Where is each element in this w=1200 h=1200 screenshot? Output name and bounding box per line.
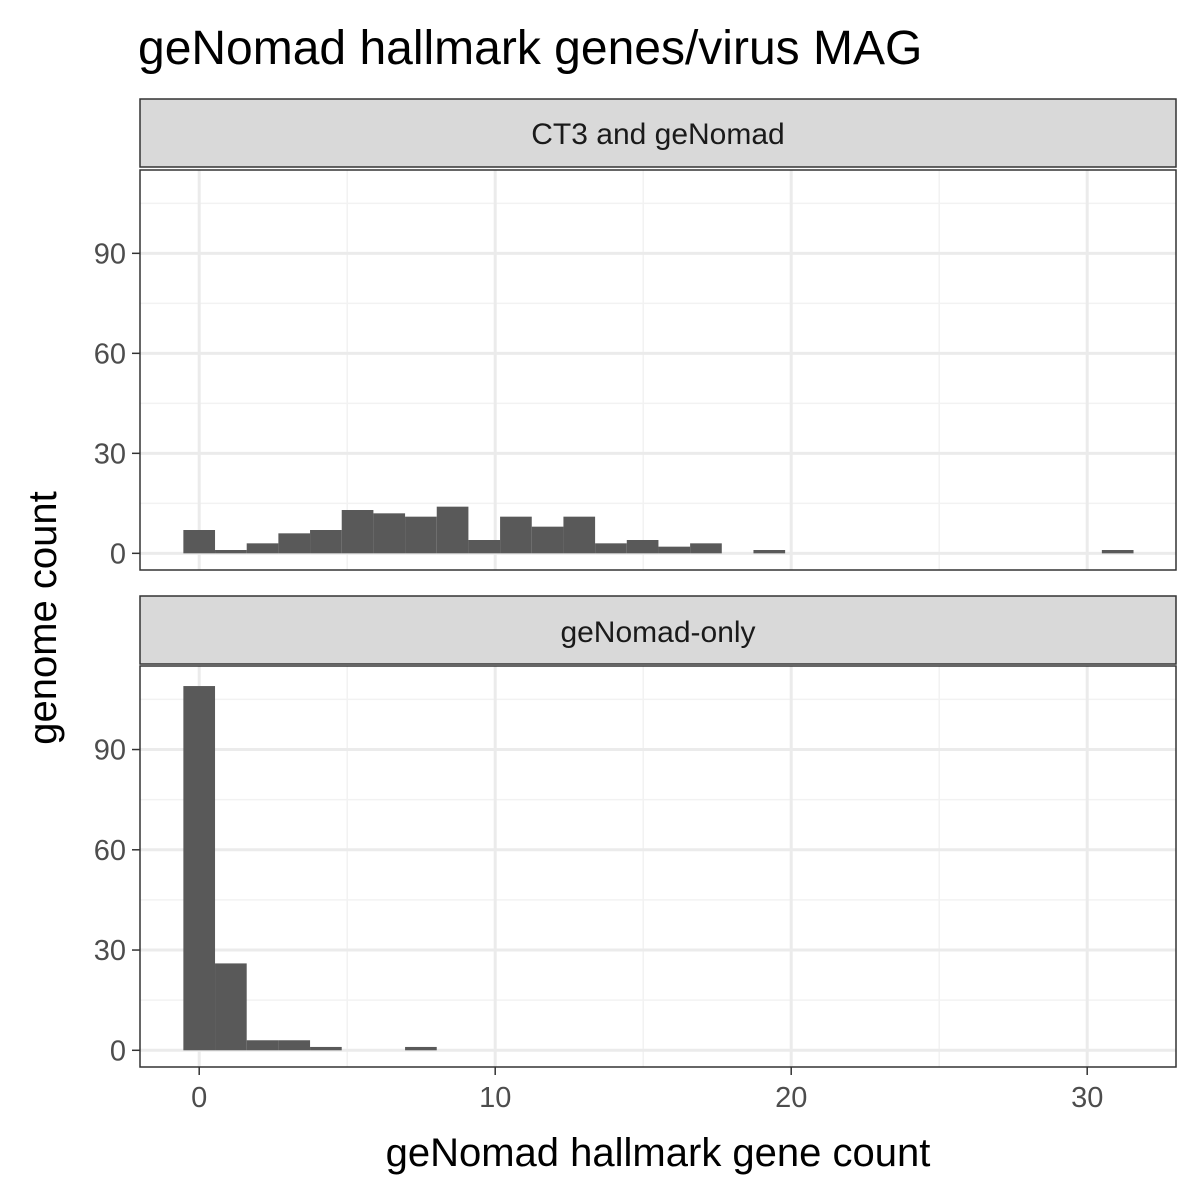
y-tick-label: 90 bbox=[94, 238, 126, 270]
x-tick-label: 20 bbox=[775, 1082, 807, 1114]
y-axis-ticks: 0 30 60 90 bbox=[94, 735, 140, 1067]
plot-border bbox=[139, 169, 1177, 571]
y-tick-label: 60 bbox=[94, 835, 126, 867]
histogram-bar bbox=[690, 543, 722, 554]
y-tick-label: 90 bbox=[94, 735, 126, 767]
histogram-bar bbox=[658, 546, 691, 554]
y-axis-ticks: 0 30 60 90 bbox=[94, 238, 140, 570]
bars bbox=[183, 506, 1134, 554]
histogram-bar bbox=[246, 543, 279, 554]
histogram-bar bbox=[500, 516, 532, 554]
histogram-bar bbox=[341, 510, 374, 554]
histogram-bar bbox=[373, 513, 406, 554]
histogram-bar bbox=[183, 686, 216, 1051]
histogram-bar bbox=[405, 1046, 437, 1051]
gridlines bbox=[140, 170, 1176, 570]
histogram-bar bbox=[215, 963, 247, 1051]
histogram-bar bbox=[468, 540, 501, 554]
histogram-bar bbox=[626, 540, 659, 554]
histogram-bar bbox=[563, 516, 596, 554]
strip-label: geNomad-only bbox=[560, 616, 755, 649]
histogram-bar bbox=[310, 1046, 342, 1051]
x-axis-ticks: 0 10 20 30 bbox=[191, 1067, 1103, 1114]
chart-title: geNomad hallmark genes/virus MAG bbox=[138, 22, 922, 75]
strip-background bbox=[139, 98, 1177, 168]
y-tick-label: 60 bbox=[94, 338, 126, 370]
histogram-bar bbox=[246, 1040, 279, 1051]
histogram-bar bbox=[310, 530, 342, 554]
histogram-bar bbox=[753, 550, 786, 554]
histogram-bar bbox=[436, 506, 469, 554]
histogram-bar bbox=[215, 550, 247, 554]
x-tick-label: 10 bbox=[479, 1082, 511, 1114]
y-tick-label: 30 bbox=[94, 438, 126, 470]
plot-background bbox=[140, 170, 1176, 570]
histogram-bar bbox=[183, 530, 216, 554]
histogram-bar bbox=[531, 526, 564, 554]
plot-border bbox=[139, 665, 1177, 1068]
histogram-bar bbox=[278, 533, 311, 554]
x-tick-label: 0 bbox=[191, 1082, 207, 1114]
strip-label: CT3 and geNomad bbox=[531, 118, 784, 151]
panel-genomad-only: geNomad-only 0 30 60 90 bbox=[94, 595, 1177, 1068]
histogram-bar bbox=[405, 516, 437, 554]
plot-background bbox=[140, 666, 1176, 1067]
x-axis-title: geNomad hallmark gene count bbox=[386, 1131, 931, 1175]
y-tick-label: 0 bbox=[110, 1035, 126, 1067]
y-axis-title: genome count bbox=[21, 491, 65, 745]
histogram-bar bbox=[595, 543, 627, 554]
x-tick-label: 30 bbox=[1071, 1082, 1103, 1114]
bars bbox=[183, 686, 437, 1051]
histogram-bar bbox=[278, 1040, 311, 1051]
histogram-bar bbox=[1101, 550, 1134, 554]
y-tick-label: 30 bbox=[94, 935, 126, 967]
strip-background bbox=[139, 595, 1177, 665]
y-tick-label: 0 bbox=[110, 538, 126, 570]
panel-ct3-and-genomad: CT3 and geNomad 0 30 60 90 bbox=[94, 98, 1177, 571]
